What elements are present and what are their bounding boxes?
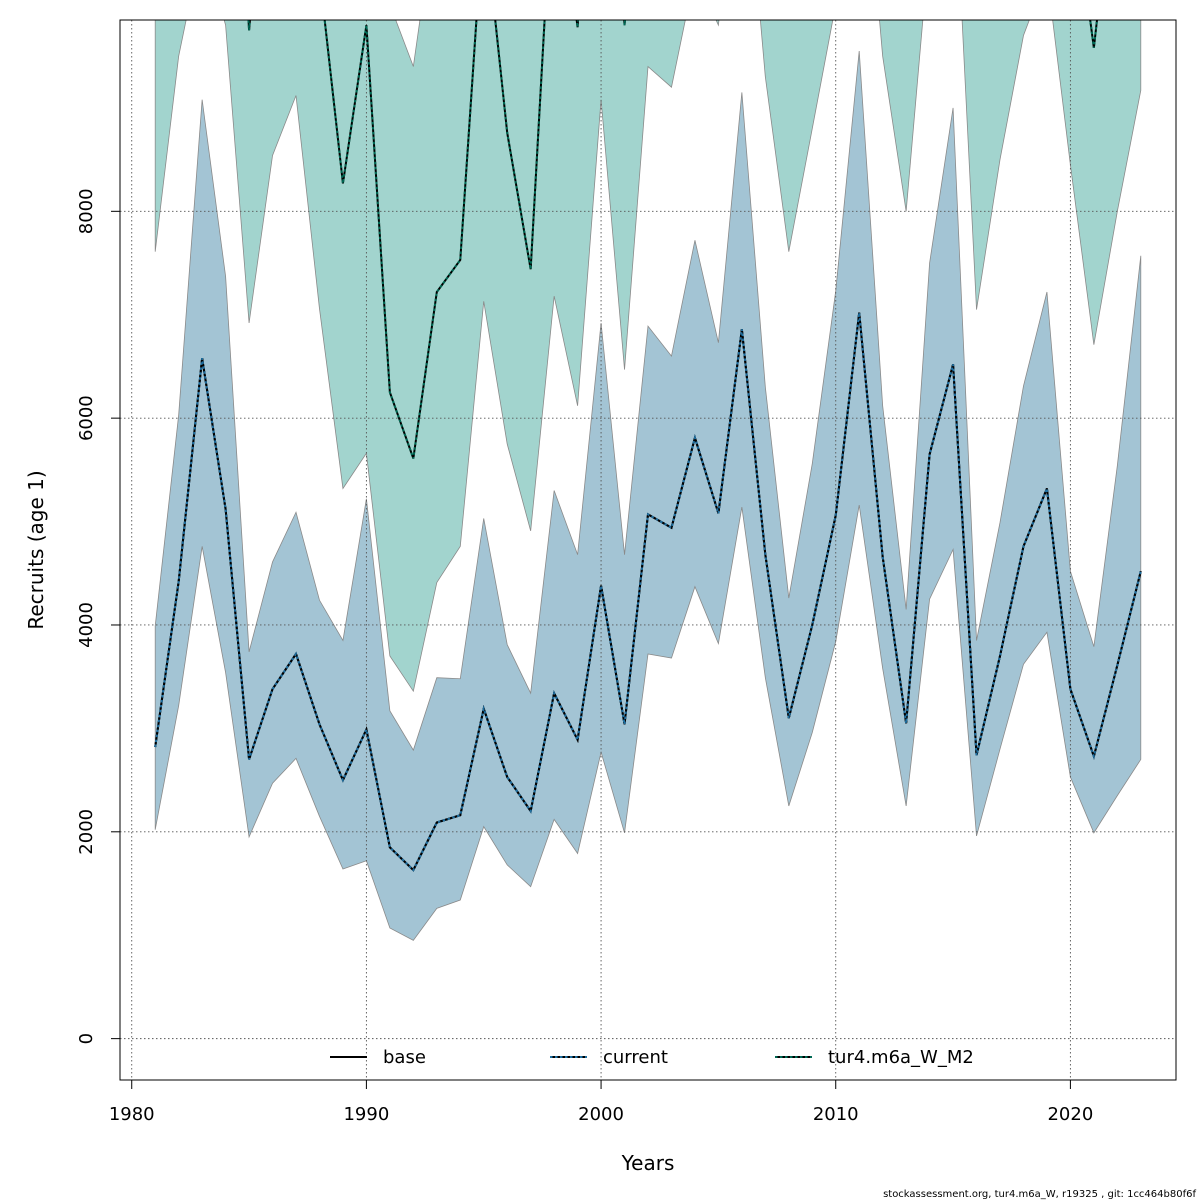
band-base (154, 50, 1142, 941)
legend: base current tur4.m6a_W_M2 (330, 1047, 974, 1068)
legend-item-base: base (330, 1047, 426, 1068)
footer-text: stockassessment.org, tur4.m6a_W, r19325 … (883, 1189, 1196, 1200)
y-axis-title: Recruits (age 1) (24, 470, 48, 629)
x-tick-label-1980: 1980 (109, 1104, 155, 1125)
confidence-bands (154, 20, 1142, 941)
legend-item-tur4-m6a-w-m2: tur4.m6a_W_M2 (775, 1047, 974, 1068)
y-tick-label-0: 0 (76, 1033, 97, 1044)
band-tur4-m6a-w-m2 (154, 20, 1142, 693)
plot-area (120, 20, 1176, 1080)
legend-label-tur4-m6a-w-m2: tur4.m6a_W_M2 (828, 1047, 974, 1068)
x-axis: 1980 1990 2000 2010 2020 (109, 1079, 1093, 1125)
x-tick-label-2020: 2020 (1047, 1104, 1093, 1125)
grid-lines (120, 20, 1176, 1080)
legend-label-current: current (603, 1047, 668, 1068)
x-tick-label-2010: 2010 (813, 1104, 859, 1125)
y-axis: 0 2000 4000 6000 8000 (76, 188, 121, 1044)
legend-item-current: current (550, 1047, 668, 1068)
x-tick-label-2000: 2000 (578, 1104, 624, 1125)
y-tick-label-4000: 4000 (76, 602, 97, 648)
series-lines (154, 20, 1142, 872)
x-axis-title: Years (621, 1151, 675, 1175)
x-tick-label-1990: 1990 (343, 1104, 389, 1125)
line-current (154, 312, 1142, 872)
y-tick-label-8000: 8000 (76, 188, 97, 234)
legend-label-base: base (383, 1047, 426, 1068)
y-tick-label-2000: 2000 (76, 809, 97, 855)
y-tick-label-6000: 6000 (76, 395, 97, 441)
